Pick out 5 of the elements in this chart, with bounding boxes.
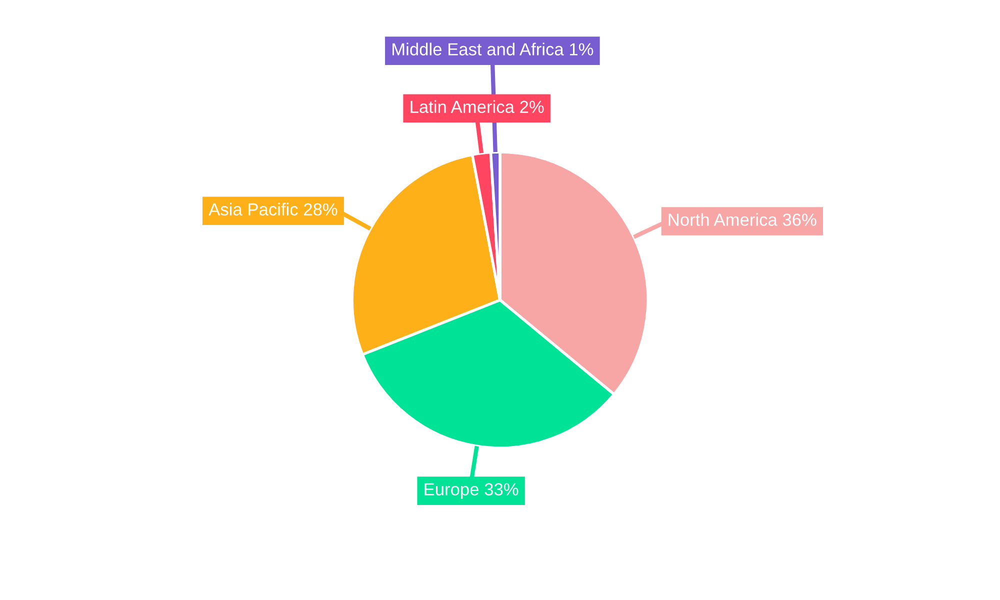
slice-label: Middle East and Africa 1% bbox=[392, 42, 594, 56]
slice-label: Europe 33% bbox=[424, 483, 518, 499]
slice-label: Latin America 2% bbox=[410, 100, 544, 114]
slice-label: North America 36% bbox=[668, 213, 816, 226]
slice-label: Asia Pacific 28% bbox=[208, 202, 338, 216]
